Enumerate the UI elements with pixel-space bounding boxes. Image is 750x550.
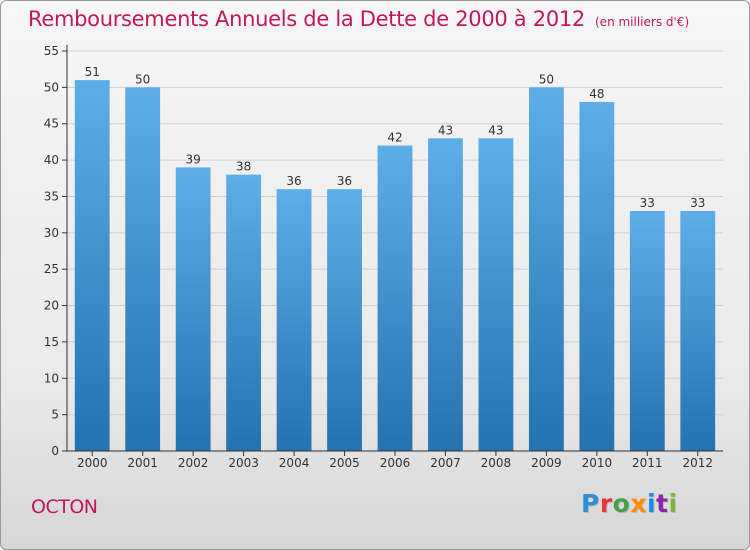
logo-letter: P — [581, 489, 600, 518]
logo-letter: t — [656, 489, 669, 518]
chart-subtitle: (en milliers d'€) — [595, 15, 690, 29]
data-label: 33 — [690, 196, 705, 210]
x-tick-label: 2009 — [531, 456, 562, 470]
x-tick-label: 2003 — [228, 456, 259, 470]
y-tick-label: 20 — [44, 299, 59, 313]
bars: 51 50 39 38 36 36 42 43 43 50 48 33 33 — [74, 65, 716, 452]
data-label: 36 — [337, 174, 352, 188]
y-tick-label: 40 — [44, 153, 59, 167]
data-label: 43 — [488, 123, 503, 137]
bar — [579, 101, 615, 451]
bar — [428, 138, 463, 452]
y-tick-label: 25 — [44, 262, 59, 276]
x-tick-label: 2004 — [279, 456, 310, 470]
bar — [528, 87, 564, 451]
bar — [226, 174, 262, 452]
chart-title: Remboursements Annuels de la Dette de 20… — [28, 7, 585, 31]
bar — [680, 211, 716, 451]
data-label: 48 — [589, 87, 604, 101]
bar — [74, 80, 110, 451]
bar — [377, 145, 413, 451]
bar — [629, 211, 665, 451]
data-label: 39 — [186, 152, 201, 166]
data-label: 51 — [85, 65, 100, 79]
y-tick-label: 10 — [44, 371, 59, 385]
commune-name: OCTON — [31, 496, 98, 518]
bar — [175, 167, 211, 451]
x-tick-label: 2010 — [582, 456, 613, 470]
data-label: 36 — [286, 174, 301, 188]
x-tick-label: 2002 — [178, 456, 209, 470]
logo-letter: i — [647, 489, 657, 518]
data-label: 50 — [135, 72, 150, 86]
logo-letter: o — [612, 489, 631, 518]
bar — [478, 138, 514, 452]
axes: 0 5 10 15 20 25 30 35 40 45 50 55 2000 2001 2002 2003 20… — [44, 44, 723, 470]
x-tick-label: 2000 — [77, 456, 108, 470]
data-label: 33 — [640, 196, 655, 210]
logo-letter: r — [599, 489, 613, 518]
y-tick-label: 5 — [51, 408, 59, 422]
y-tick-label: 15 — [44, 335, 59, 349]
x-tick-label: 2012 — [682, 456, 713, 470]
y-tick-label: 50 — [44, 80, 59, 94]
x-tick-label: 2011 — [632, 456, 663, 470]
bar — [327, 189, 362, 451]
y-tick-label: 55 — [44, 44, 59, 58]
y-tick-label: 30 — [44, 226, 59, 240]
y-tick-label: 0 — [51, 444, 59, 458]
x-tick-label: 2001 — [127, 456, 158, 470]
y-tick-label: 45 — [44, 117, 59, 131]
logo-letter: i — [668, 489, 678, 518]
x-tick-label: 2005 — [329, 456, 360, 470]
data-label: 43 — [438, 123, 453, 137]
proxiti-logo: Proxiti — [581, 489, 678, 518]
data-label: 42 — [387, 131, 402, 145]
bar — [276, 189, 312, 451]
y-tick-label: 35 — [44, 189, 59, 203]
x-tick-label: 2006 — [380, 456, 411, 470]
title-row: Remboursements Annuels de la Dette de 20… — [28, 7, 689, 31]
logo-letter: x — [630, 489, 647, 518]
data-label: 38 — [236, 160, 251, 174]
data-label: 50 — [539, 72, 554, 86]
x-tick-label: 2007 — [430, 456, 461, 470]
x-tick-label: 2008 — [481, 456, 512, 470]
bar — [125, 87, 161, 451]
